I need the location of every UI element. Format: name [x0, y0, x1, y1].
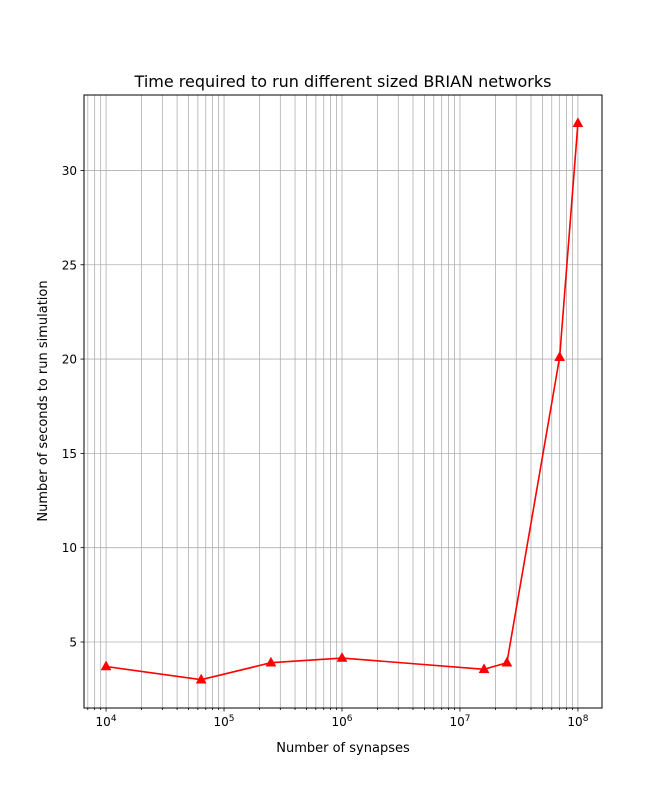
chart-title: Time required to run different sized BRI…	[134, 72, 552, 91]
x-axis-label: Number of synapses	[276, 741, 410, 756]
y-tick-label: 20	[62, 353, 77, 367]
grid	[84, 95, 602, 708]
x-tick-label: 106	[331, 714, 352, 729]
x-tick-label: 108	[567, 714, 588, 729]
y-tick-label: 5	[69, 635, 77, 649]
data-point-marker	[554, 351, 566, 361]
y-tick-label: 25	[62, 258, 77, 272]
data-point-marker	[195, 673, 207, 684]
y-axis-label: Number of seconds to run simulation	[36, 280, 51, 521]
x-tick-label: 107	[449, 714, 470, 729]
data-point-marker	[572, 117, 584, 128]
x-tick-label: 105	[214, 714, 235, 729]
data-point-marker	[265, 656, 277, 667]
data-point-marker	[336, 652, 348, 662]
data-point-marker	[501, 656, 513, 667]
x-axis-ticks: 104 105 106 107 108	[87, 708, 589, 729]
y-axis-ticks: 5 10 15 20 25 30	[62, 164, 84, 649]
y-tick-label: 30	[62, 164, 77, 178]
y-tick-label: 15	[62, 447, 77, 461]
data-point-marker	[100, 660, 112, 671]
series-layer	[100, 117, 584, 684]
x-tick-label: 104	[96, 714, 117, 729]
data-point-marker	[478, 663, 490, 674]
series-line	[105, 123, 579, 681]
y-tick-label: 10	[62, 541, 77, 555]
plot-frame	[83, 94, 603, 709]
